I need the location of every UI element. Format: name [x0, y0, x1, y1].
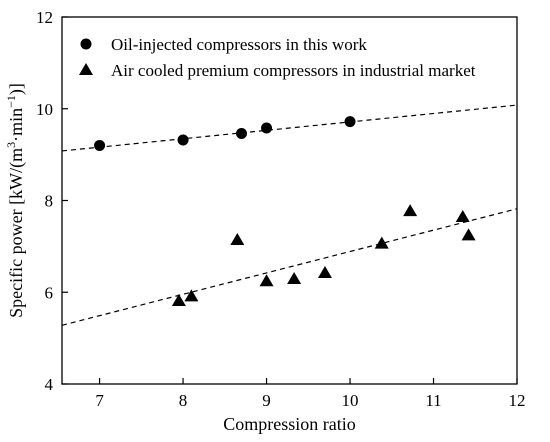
trendline-series-1: [61, 104, 518, 152]
data-points: [94, 116, 476, 307]
legend: Oil-injected compressors in this work Ai…: [79, 35, 476, 80]
x-tick-label: 12: [509, 391, 526, 410]
data-point-triangle: [374, 236, 389, 249]
y-axis-label: Specific power [kW/(m3·min−1)]: [4, 83, 27, 318]
y-tick-label: 6: [45, 283, 54, 302]
x-tick-label: 8: [179, 391, 188, 410]
data-point-triangle: [403, 204, 418, 217]
x-tick-label: 7: [95, 391, 104, 410]
data-point-circle: [344, 116, 356, 128]
data-point-circle: [261, 122, 273, 134]
y-tick-label: 10: [36, 100, 53, 119]
data-point-triangle: [230, 232, 245, 245]
y-tick-label: 12: [36, 8, 53, 27]
data-point-triangle: [461, 228, 476, 241]
data-point-triangle: [184, 289, 199, 302]
data-point-triangle: [455, 210, 470, 223]
data-point-circle: [235, 128, 247, 140]
data-point-triangle: [287, 271, 302, 284]
y-tick-label: 8: [45, 192, 54, 211]
x-tick-label: 11: [425, 391, 441, 410]
axis-ticks: 7 8 9 10 11 12 4 6 8 10 12: [36, 8, 526, 410]
legend-label-series-1: Oil-injected compressors in this work: [111, 35, 367, 54]
y-tick-label: 4: [45, 375, 54, 394]
data-point-triangle: [317, 266, 332, 279]
data-point-triangle: [171, 294, 186, 307]
legend-marker-circle: [80, 38, 92, 50]
data-point-circle: [94, 139, 106, 151]
x-axis-label: Compression ratio: [223, 414, 356, 434]
legend-marker-triangle: [79, 63, 93, 75]
x-tick-label: 10: [342, 391, 359, 410]
trendlines: [61, 104, 518, 326]
legend-label-series-2: Air cooled premium compressors in indust…: [111, 61, 476, 80]
data-point-circle: [177, 134, 189, 146]
data-point-triangle: [259, 274, 274, 287]
x-tick-label: 9: [262, 391, 271, 410]
trendline-series-2: [61, 208, 518, 326]
